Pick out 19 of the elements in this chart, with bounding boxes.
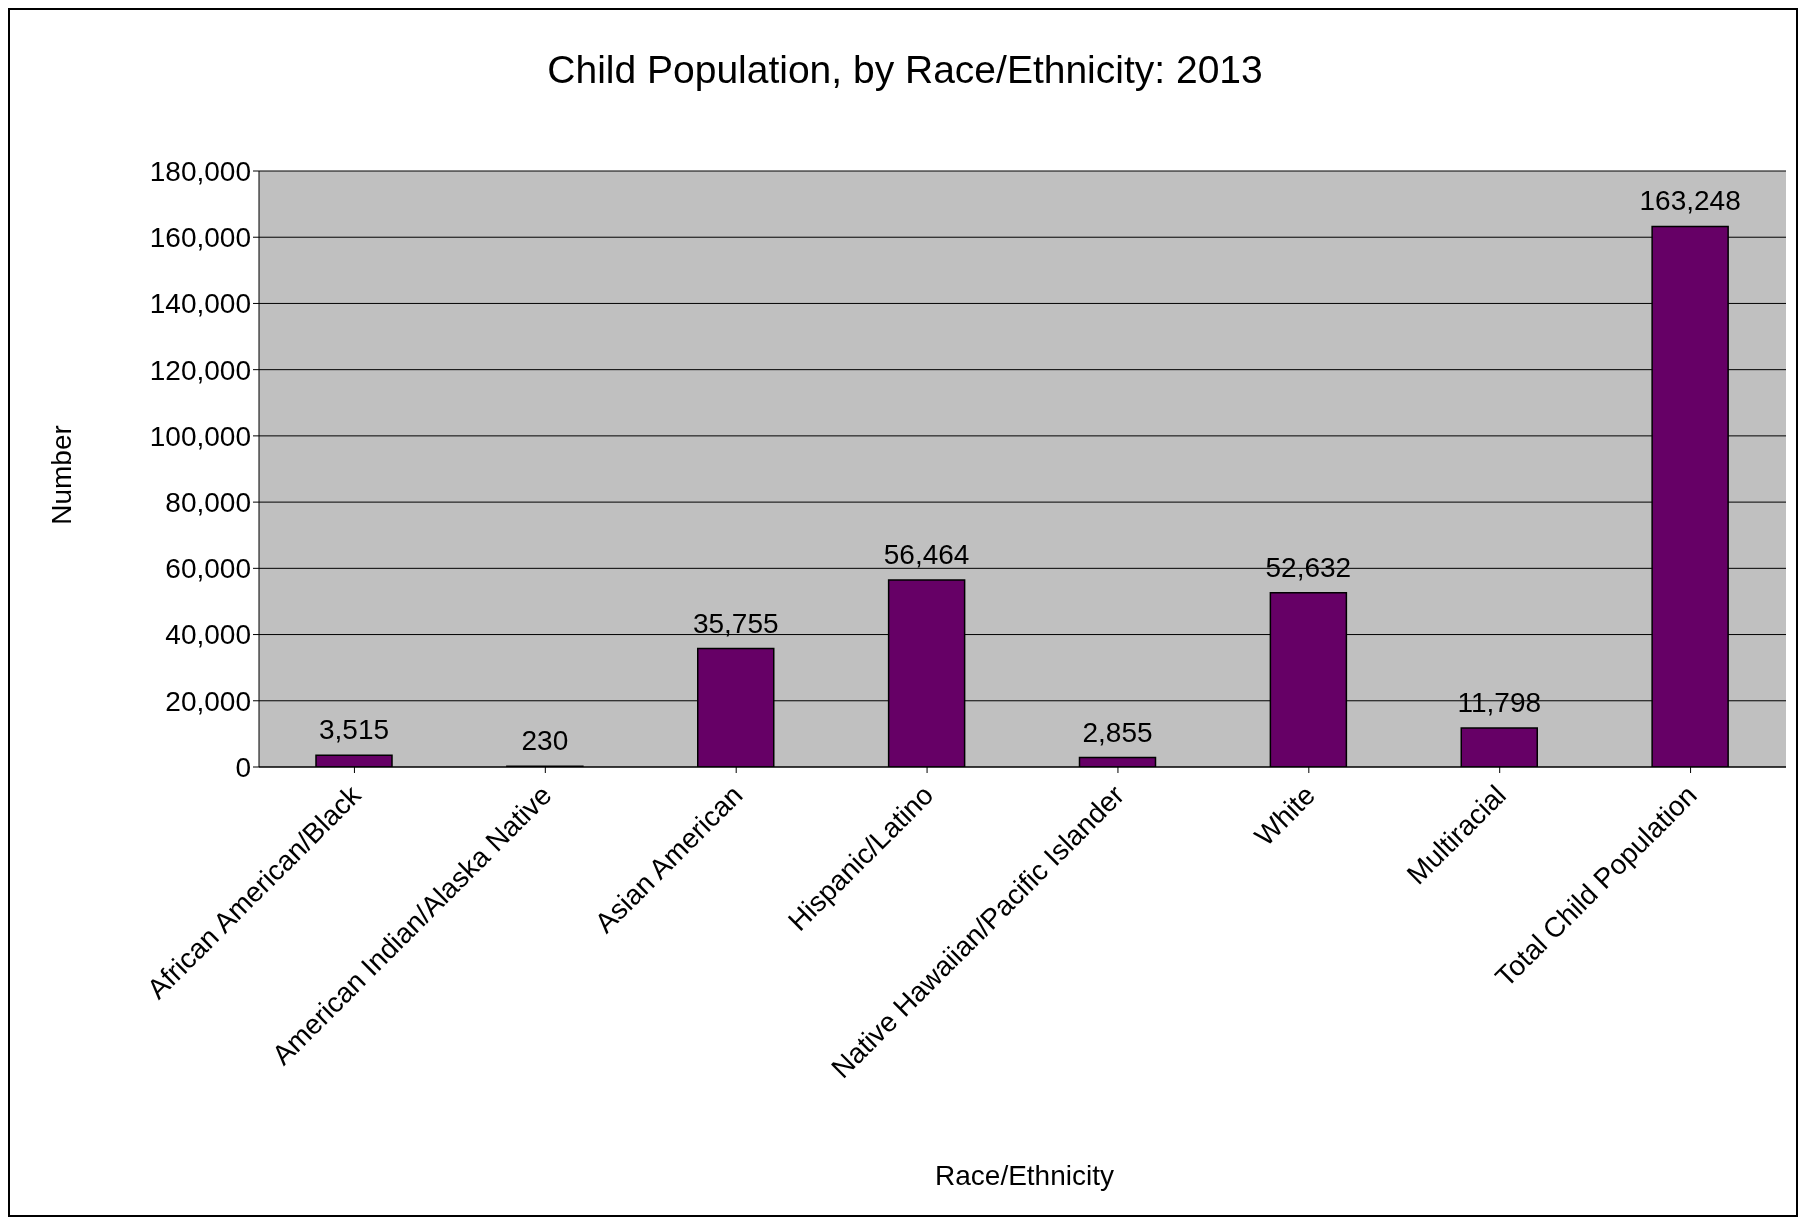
data-label: 56,464: [883, 539, 970, 571]
data-label: 3,515: [318, 714, 390, 746]
y-tick-label: 40,000: [165, 619, 251, 651]
y-tick-label: 0: [235, 751, 251, 783]
y-tick-label: 100,000: [149, 420, 251, 452]
data-label: 35,755: [692, 607, 779, 639]
y-tick-label: 80,000: [165, 487, 251, 519]
chart-title: Child Population, by Race/Ethnicity: 2013: [546, 48, 1264, 92]
y-axis-title: Number: [46, 425, 78, 525]
y-tick-label: 180,000: [149, 155, 251, 187]
x-axis-title: Race/Ethnicity: [934, 1160, 1115, 1192]
data-label: 2,855: [1082, 716, 1153, 748]
data-label: 163,248: [1639, 185, 1741, 217]
y-tick-label: 120,000: [149, 354, 251, 386]
data-label: 230: [521, 725, 569, 757]
y-tick-label: 60,000: [165, 553, 251, 585]
y-tick-label: 160,000: [149, 222, 251, 254]
y-tick-label: 20,000: [165, 685, 251, 717]
y-tick-label: 140,000: [149, 288, 251, 320]
